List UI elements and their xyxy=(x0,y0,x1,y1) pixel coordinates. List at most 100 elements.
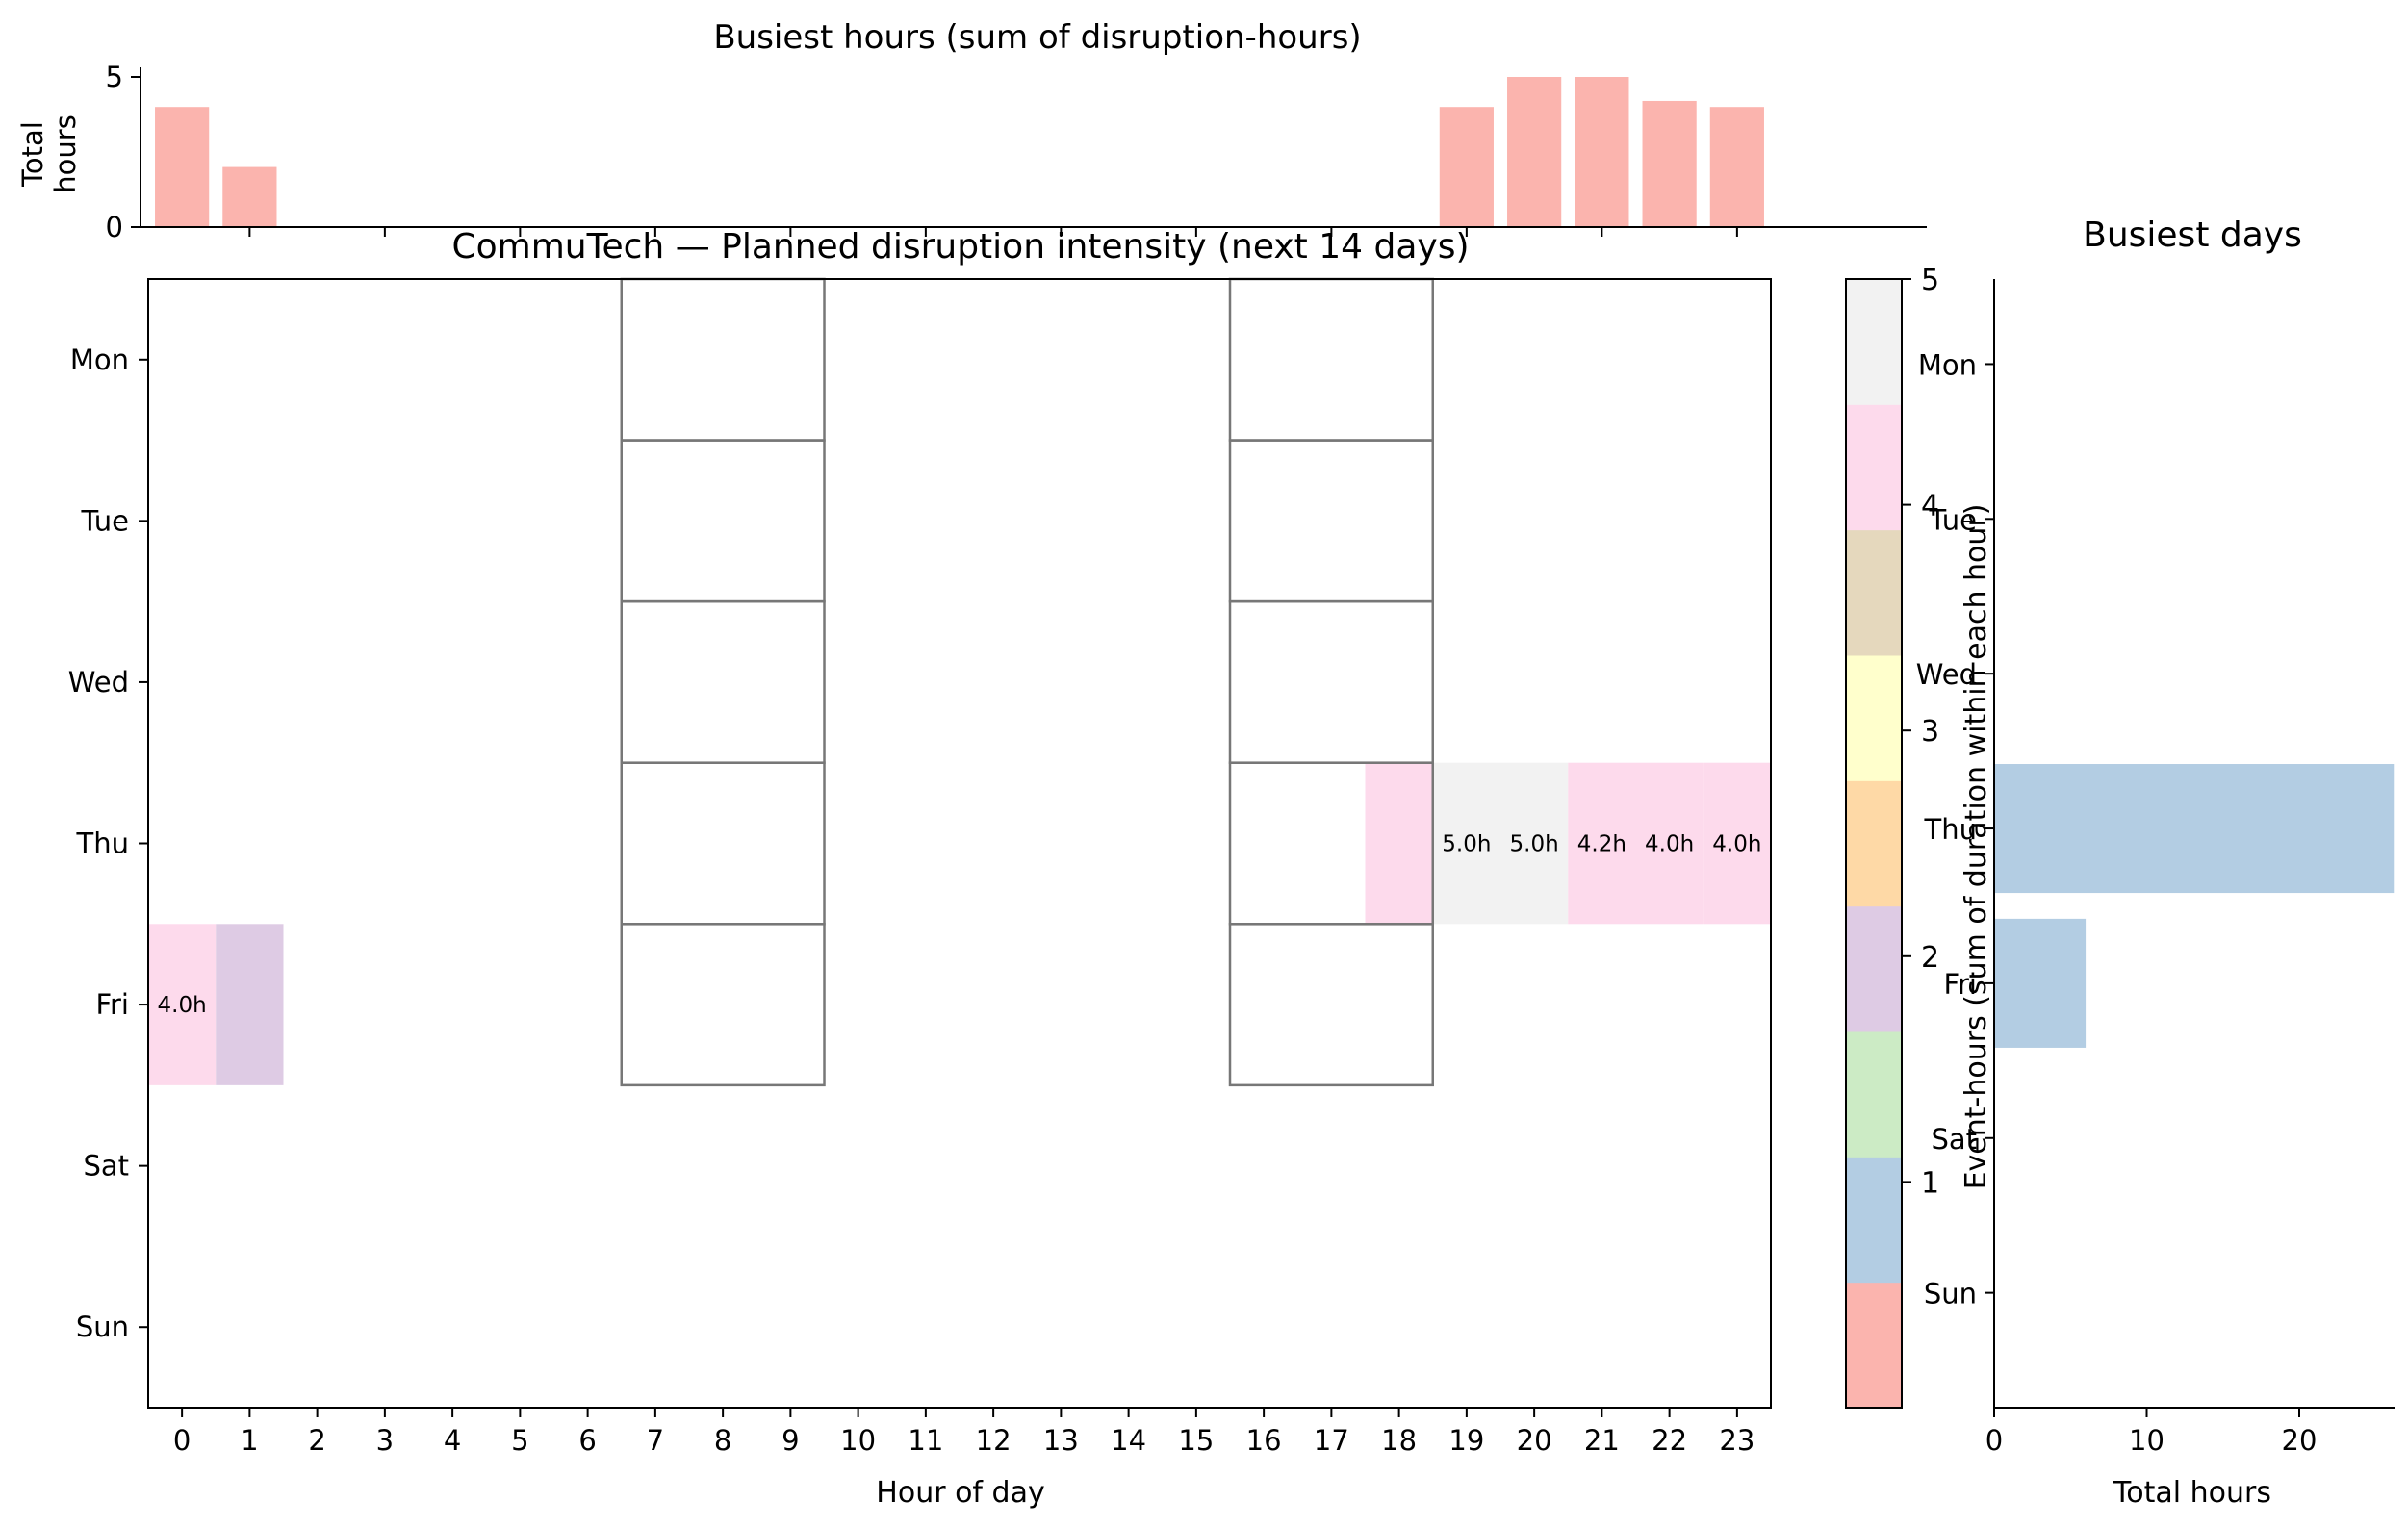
right-y-tick-label: Tue xyxy=(1928,503,1977,536)
heatmap-cell-label: 5.0h xyxy=(1510,832,1559,857)
colorbar: 1 2 3 4 5 xyxy=(1845,264,1939,1409)
hour-bar xyxy=(1709,107,1764,227)
rush-hour-window xyxy=(1228,439,1434,603)
x-tick-label: 19 xyxy=(1448,1424,1484,1457)
rush-hour-window xyxy=(1228,277,1434,442)
x-tick-label: 2 xyxy=(308,1424,325,1457)
x-tick-label: 17 xyxy=(1314,1424,1349,1457)
y-tick-label: Fri xyxy=(95,988,129,1021)
right-y-tick-label: Sat xyxy=(1931,1123,1977,1156)
colorbar-tick-label: 4 xyxy=(1921,490,1939,523)
rush-hour-window xyxy=(620,923,826,1087)
heatmap-cell xyxy=(216,924,284,1085)
hour-bar xyxy=(1507,77,1562,227)
colorbar-segment xyxy=(1846,905,1902,1032)
busiest-hours-chart: 05 xyxy=(106,61,1927,243)
x-tick-label: 4 xyxy=(444,1424,461,1457)
x-tick-label: 6 xyxy=(578,1424,596,1457)
hour-bar xyxy=(155,107,210,227)
day-bar xyxy=(1994,764,2395,894)
heatmap-xlabel: Hour of day xyxy=(876,1476,1044,1510)
hour-bar xyxy=(1439,107,1494,227)
x-tick-label: 20 xyxy=(1517,1424,1552,1457)
day-bar xyxy=(1994,918,2087,1048)
colorbar-segment xyxy=(1846,1282,1902,1409)
busiest-hours-ylabel-line1: Total xyxy=(16,121,49,188)
busiest-hours-title: Busiest hours (sum of disruption-hours) xyxy=(713,18,1361,57)
rush-hour-window xyxy=(620,599,826,764)
heatmap-cell xyxy=(1432,762,1500,925)
busiest-days-chart: Mon Tue Wed Thu Fri Sat Sun 0 10 20 xyxy=(1916,279,2395,1457)
heatmap-cell xyxy=(1365,762,1433,925)
colorbar-tick-label: 3 xyxy=(1921,715,1939,749)
x-tick-label: 9 xyxy=(781,1424,799,1457)
colorbar-segment xyxy=(1846,1157,1902,1284)
colorbar-segment xyxy=(1846,780,1902,907)
x-tick-label: 22 xyxy=(1652,1424,1687,1457)
right-y-tick-label: Wed xyxy=(1916,658,1977,691)
right-x-tick-label: 0 xyxy=(1985,1424,2003,1457)
heatmap-cell xyxy=(1703,762,1771,925)
x-tick-label: 0 xyxy=(173,1424,191,1457)
y-tick-label: Sun xyxy=(76,1311,129,1343)
colorbar-tick-label: 1 xyxy=(1921,1166,1939,1200)
heatmap-cell-label: 4.0h xyxy=(1645,832,1694,857)
right-y-tick-label: Mon xyxy=(1918,348,1977,381)
top-y-tick-label: 0 xyxy=(106,211,123,243)
heatmap-cell xyxy=(1635,762,1704,925)
y-tick-label: Sat xyxy=(83,1150,129,1183)
heatmap-cell xyxy=(1568,762,1636,925)
heatmap-cell xyxy=(1500,762,1569,925)
heatmap-cell-label: 4.0h xyxy=(1712,832,1761,857)
busiest-hours-ylabel-line2: hours xyxy=(49,115,82,193)
heatmap-cell-label: 4.0h xyxy=(158,993,207,1018)
colorbar-segment xyxy=(1846,655,1902,781)
x-tick-label: 21 xyxy=(1584,1424,1620,1457)
colorbar-tick-label: 2 xyxy=(1921,941,1939,975)
hour-bar xyxy=(1575,77,1629,227)
y-tick-label: Wed xyxy=(68,666,129,699)
rush-hour-window xyxy=(620,761,826,926)
x-tick-label: 14 xyxy=(1111,1424,1146,1457)
right-y-tick-label: Fri xyxy=(1943,968,1977,1001)
top-y-tick-label: 5 xyxy=(106,61,123,93)
x-tick-label: 10 xyxy=(840,1424,876,1457)
colorbar-label: Event-hours (sum of duration within each… xyxy=(1960,504,1993,1190)
x-tick-label: 23 xyxy=(1719,1424,1755,1457)
x-tick-label: 7 xyxy=(647,1424,664,1457)
colorbar-frame xyxy=(1845,278,1903,1409)
y-tick-label: Thu xyxy=(76,827,129,860)
colorbar-tick-label: 5 xyxy=(1921,264,1939,297)
x-tick-label: 13 xyxy=(1043,1424,1079,1457)
right-x-tick-label: 10 xyxy=(2129,1424,2165,1457)
x-tick-label: 3 xyxy=(376,1424,394,1457)
right-y-tick-label: Thu xyxy=(1924,813,1977,846)
heatmap-cell-label: 5.0h xyxy=(1442,832,1491,857)
x-tick-label: 8 xyxy=(714,1424,731,1457)
heatmap-title: CommuTech — Planned disruption intensity… xyxy=(452,227,1470,267)
colorbar-segment xyxy=(1846,404,1902,531)
rush-hour-window xyxy=(620,277,826,442)
busiest-days-title: Busiest days xyxy=(2083,216,2302,255)
colorbar-segment xyxy=(1846,1031,1902,1158)
right-x-tick-label: 20 xyxy=(2282,1424,2318,1457)
heatmap-cell-label: 4.2h xyxy=(1577,832,1627,857)
rush-hour-window xyxy=(620,439,826,603)
x-tick-label: 15 xyxy=(1178,1424,1214,1457)
hour-bar xyxy=(1642,100,1697,228)
right-y-tick-label: Sun xyxy=(1924,1278,1977,1311)
heatmap-chart: 4.0h5.0h 5.0h 4.2h 4.0h 4.0h0 1 2 3 4 5 6 7 8 9 10 11 12… xyxy=(68,277,1772,1457)
x-tick-label: 11 xyxy=(908,1424,943,1457)
colorbar-segment xyxy=(1846,279,1902,405)
y-tick-label: Tue xyxy=(80,504,129,537)
colorbar-segment xyxy=(1846,529,1902,656)
busiest-days-xlabel: Total hours xyxy=(2113,1476,2271,1510)
rush-hour-window xyxy=(1228,923,1434,1087)
x-tick-label: 12 xyxy=(976,1424,1012,1457)
heatmap-cell xyxy=(148,924,217,1085)
rush-hour-window xyxy=(1228,599,1434,764)
hour-bar xyxy=(222,166,277,227)
x-tick-label: 18 xyxy=(1381,1424,1417,1457)
x-tick-label: 16 xyxy=(1246,1424,1282,1457)
